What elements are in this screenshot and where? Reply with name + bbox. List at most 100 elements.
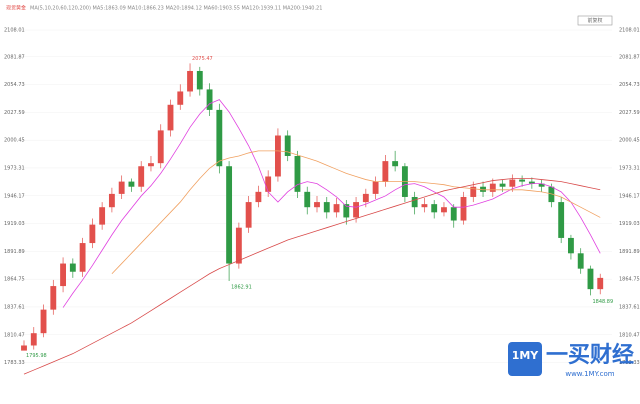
y-tick-label-right: 1783.33 [619, 360, 640, 366]
extreme-label: 1848.89 [592, 299, 613, 305]
candle-body [528, 181, 535, 184]
candle-body [187, 70, 193, 92]
candle-body [148, 163, 154, 167]
y-tick-label-right: 1946.17 [619, 193, 640, 199]
y-tick-label: 1973.31 [4, 165, 25, 171]
extreme-label: 2075.47 [192, 56, 213, 62]
watermark-logo: 1MY [512, 349, 540, 362]
toggle-button-label[interactable]: 前复权 [587, 17, 602, 24]
candle-body [470, 186, 477, 197]
watermark: 1MY 一买财经 www.1MY.com [508, 342, 634, 378]
candle-body [304, 191, 311, 208]
candle-body [216, 109, 223, 167]
ma-line [23, 178, 601, 375]
candle-body [196, 70, 203, 90]
candle-body [480, 186, 486, 192]
y-tick-label: 1946.17 [4, 193, 25, 199]
y-tick-label-right: 1837.61 [619, 304, 640, 310]
candle-body [362, 193, 369, 203]
candle-body [167, 104, 174, 131]
candle-body [489, 183, 496, 192]
chart-title: 现货黄金 [6, 5, 26, 12]
watermark-name: 一买财经 [546, 342, 634, 368]
y-tick-label-right: 2108.01 [619, 28, 640, 34]
candle-body [245, 202, 252, 228]
candle-body [558, 202, 565, 238]
candle-body [597, 277, 604, 290]
y-tick-label-right: 2081.87 [619, 54, 640, 60]
candle-body [157, 130, 164, 164]
y-tick-label-right: 2054.73 [619, 82, 640, 88]
candle-body [235, 227, 242, 264]
candle-body [382, 161, 389, 182]
candle-body [431, 204, 438, 213]
y-tick-label: 2027.59 [4, 110, 25, 116]
y-tick-label-right: 2000.45 [619, 138, 640, 144]
candle-body [587, 268, 594, 290]
candle-body [118, 181, 125, 194]
candle-body [60, 263, 66, 287]
candle-body [108, 193, 115, 208]
watermark-url: www.1MY.com [565, 370, 614, 378]
candle-body [138, 166, 145, 187]
candle-body [294, 155, 301, 192]
candle-body [421, 204, 428, 208]
candle-body [519, 179, 526, 182]
candle-body [69, 263, 76, 272]
y-tick-label: 1783.33 [4, 360, 25, 366]
candle-body [499, 183, 506, 187]
candle-body [450, 207, 457, 221]
y-tick-label: 2108.01 [4, 28, 25, 34]
candle-body [128, 181, 135, 187]
y-tick-label: 1891.89 [4, 249, 25, 255]
candle-body [548, 186, 555, 203]
y-tick-label-right: 1891.89 [619, 249, 640, 255]
watermark-logo-box [508, 342, 542, 376]
y-tick-label: 2081.87 [4, 54, 25, 60]
candle-body [314, 202, 320, 208]
y-tick-label: 2000.45 [4, 138, 25, 144]
candle-body [255, 191, 262, 203]
candle-body [372, 181, 379, 194]
candle-body [50, 286, 57, 310]
legend-text: MA(5,10,20,60,120,200) MA5:1863.09 MA10:… [30, 6, 322, 12]
y-tick-label: 1837.61 [4, 304, 25, 310]
candle-body [392, 161, 399, 167]
extreme-label: 1862.91 [231, 285, 252, 291]
y-tick-label-right: 1973.31 [619, 165, 640, 171]
candle-body [177, 91, 184, 105]
candle-body [206, 89, 213, 110]
y-tick-label-right: 2027.59 [619, 110, 640, 116]
y-tick-label: 1864.75 [4, 277, 25, 283]
candle-body [21, 345, 27, 351]
candle-body [333, 204, 340, 213]
candle-body [89, 224, 96, 244]
candle-body [40, 309, 47, 334]
candle-body [284, 135, 291, 156]
y-tick-label-right: 1810.47 [619, 332, 640, 338]
candle-body [265, 176, 272, 192]
y-tick-label-right: 1864.75 [619, 277, 640, 283]
candle-body [30, 333, 37, 346]
ma-line [111, 150, 601, 275]
candle-body [538, 183, 545, 187]
candle-body [343, 204, 350, 218]
toggle-button[interactable] [577, 15, 613, 26]
candle-body [323, 202, 330, 213]
extreme-label: 1795.98 [26, 353, 47, 359]
candle-body [275, 135, 281, 177]
candle-body [79, 243, 86, 272]
candle-body [568, 237, 574, 254]
candle-body [411, 196, 418, 208]
y-tick-label: 2054.73 [4, 82, 25, 88]
candle-body [577, 253, 584, 269]
y-tick-label: 1810.47 [4, 332, 25, 338]
candle-body [460, 196, 467, 221]
candle-body [509, 179, 516, 187]
y-tick-label: 1919.03 [4, 221, 25, 227]
candle-body [353, 202, 359, 218]
candle-body [441, 207, 447, 213]
candle-body [226, 166, 233, 264]
